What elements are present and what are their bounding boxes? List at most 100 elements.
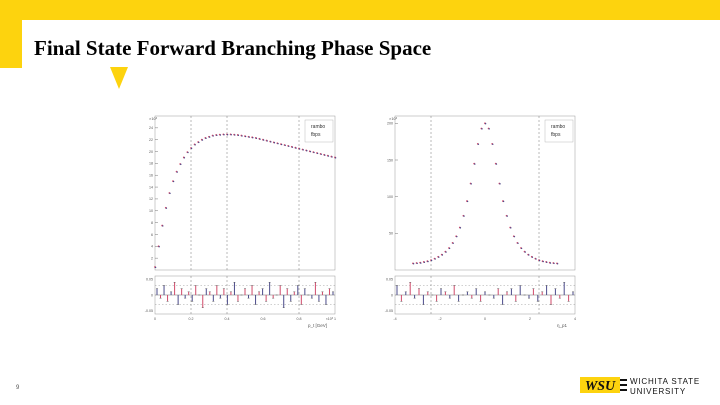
data-point-fbps xyxy=(165,207,168,209)
data-point-fbps xyxy=(538,259,541,262)
logo-line2: UNIVERSITY xyxy=(630,387,687,396)
data-point-fbps xyxy=(313,151,315,154)
data-point-fbps xyxy=(158,246,160,248)
ratio-tick-label: 0 xyxy=(391,293,393,297)
data-point-fbps xyxy=(412,263,415,265)
y-tick-label: 20 xyxy=(149,150,153,154)
x-tick-label: -4 xyxy=(393,317,396,321)
data-point-fbps xyxy=(295,147,297,149)
data-point-fbps xyxy=(438,256,440,258)
data-point-fbps xyxy=(306,150,308,152)
data-point-fbps xyxy=(298,148,301,150)
data-point-fbps xyxy=(266,140,268,142)
y-tick-label: 8 xyxy=(151,221,153,225)
ratio-tick-label: 0.05 xyxy=(146,278,153,282)
x-tick-label: -2 xyxy=(438,317,441,321)
x-tick-label: 4 xyxy=(574,317,576,321)
data-point-fbps xyxy=(208,136,211,138)
data-point-fbps xyxy=(212,135,214,137)
data-point-fbps xyxy=(513,235,516,238)
data-point-fbps xyxy=(502,200,505,203)
data-point-fbps xyxy=(162,225,164,227)
data-point-fbps xyxy=(423,261,426,264)
data-point-fbps xyxy=(230,134,232,136)
data-point-fbps xyxy=(248,136,250,138)
data-point-fbps xyxy=(510,227,512,229)
chart-eta-distribution: ×10³ 50 100 150 200 0.05 0 -0.05-4 -2 0 2 4 η_p1 ramb… xyxy=(385,115,576,328)
data-point-fbps xyxy=(180,163,182,166)
slide-title: Final State Forward Branching Phase Spac… xyxy=(34,36,432,60)
title-background xyxy=(22,20,720,68)
y-tick-label: 2 xyxy=(151,256,153,260)
data-point-fbps xyxy=(284,144,286,147)
x-tick-label: 1 xyxy=(334,317,336,321)
ratio-tick-label: 0.05 xyxy=(386,278,393,282)
page-number: 9 xyxy=(16,385,20,391)
data-point-fbps xyxy=(466,200,469,203)
data-point-fbps xyxy=(226,134,229,136)
data-point-fbps xyxy=(542,260,544,263)
data-point-fbps xyxy=(331,156,333,158)
data-point-fbps xyxy=(434,258,436,260)
y-tick-label: 200 xyxy=(387,122,393,126)
data-point-fbps xyxy=(430,259,433,262)
data-point-fbps xyxy=(549,262,552,264)
data-point-fbps xyxy=(176,171,178,173)
data-point-fbps xyxy=(495,163,498,165)
data-point-fbps xyxy=(205,137,207,140)
data-point-fbps xyxy=(237,134,240,137)
y-tick-label: 50 xyxy=(389,232,393,236)
logo-line1: WICHITA STATE xyxy=(630,377,700,386)
y-exponent-label: ×10³ xyxy=(389,116,398,121)
data-point-fbps xyxy=(244,135,247,138)
y-tick-label: 100 xyxy=(387,195,393,199)
legend-entry: rambo xyxy=(311,124,325,130)
y-tick-label: 24 xyxy=(149,126,153,130)
data-point-fbps xyxy=(277,142,279,145)
data-point-fbps xyxy=(452,242,454,244)
data-point-fbps xyxy=(470,183,472,185)
main-panel-frame xyxy=(394,115,576,271)
data-point-fbps xyxy=(524,251,526,253)
data-point-fbps xyxy=(506,215,508,217)
legend-entry: fbps xyxy=(551,132,561,138)
logo-mark: WSU xyxy=(585,379,616,394)
data-point-fbps xyxy=(172,180,175,183)
data-point-fbps xyxy=(456,235,458,238)
legend-entry: rambo xyxy=(551,124,565,130)
main-panel-frame xyxy=(154,115,336,271)
legend-box xyxy=(304,119,334,143)
data-point-fbps xyxy=(517,242,519,244)
data-point-fbps xyxy=(183,157,186,159)
data-point-fbps xyxy=(477,143,480,145)
y-tick-label: 18 xyxy=(149,162,153,166)
data-point-fbps xyxy=(219,134,222,136)
data-point-fbps xyxy=(154,266,157,269)
y-tick-label: 4 xyxy=(151,245,153,249)
ratio-tick-label: 0 xyxy=(151,293,153,297)
y-tick-label: 150 xyxy=(387,158,393,162)
data-point-fbps xyxy=(216,134,218,137)
x-tick-label: 0 xyxy=(154,317,156,321)
banner-pointer xyxy=(110,67,128,89)
x-tick-label: 0.6 xyxy=(261,317,266,321)
data-point-fbps xyxy=(334,157,337,159)
data-point-fbps xyxy=(309,150,312,153)
data-point-fbps xyxy=(427,260,429,263)
x-axis-label: p_t [GeV] xyxy=(308,323,327,328)
data-point-fbps xyxy=(198,141,200,144)
data-point-fbps xyxy=(255,137,258,140)
data-point-fbps xyxy=(259,138,261,140)
data-point-fbps xyxy=(556,263,559,265)
legend-box xyxy=(544,119,574,143)
data-point-fbps xyxy=(420,262,422,264)
data-point-fbps xyxy=(273,142,276,144)
data-point-fbps xyxy=(488,128,490,130)
data-point-fbps xyxy=(169,192,171,195)
y-tick-label: 12 xyxy=(149,197,153,201)
y-tick-label: 22 xyxy=(149,138,153,142)
legend-entry: fbps xyxy=(311,132,321,138)
data-point-fbps xyxy=(270,141,272,143)
x-tick-label: 0 xyxy=(484,317,486,321)
